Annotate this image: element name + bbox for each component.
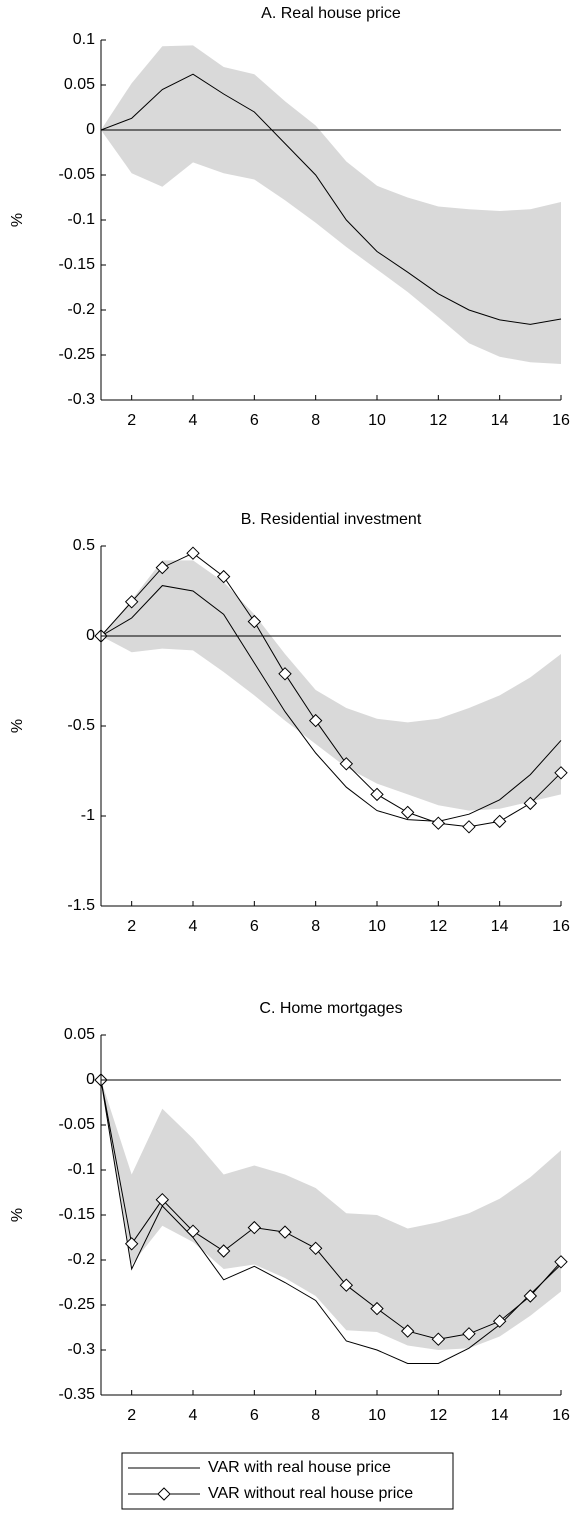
legend-box: [121, 1452, 454, 1510]
y-tick-label: -1: [81, 807, 95, 824]
x-tick-label: 8: [311, 918, 320, 935]
y-tick-label: 0.05: [64, 76, 95, 93]
legend-marker: [157, 1487, 171, 1501]
x-tick-label: 6: [250, 918, 259, 935]
series-line: [100, 552, 562, 828]
marker: [339, 1278, 354, 1292]
marker: [400, 805, 415, 820]
y-tick-label: -0.05: [59, 166, 96, 183]
marker: [523, 1289, 538, 1303]
marker: [216, 569, 231, 584]
marker: [124, 595, 139, 609]
marker: [186, 546, 200, 560]
series-line: [100, 1079, 562, 1340]
x-tick-label: 10: [368, 412, 386, 429]
y-tick-label: -0.15: [59, 256, 96, 273]
x-tick-label: 2: [127, 1407, 136, 1424]
marker: [554, 766, 568, 780]
marker: [247, 614, 262, 629]
marker: [462, 820, 476, 834]
x-tick-label: 2: [127, 918, 136, 935]
confidence-band: [101, 45, 561, 365]
confidence-band: [101, 560, 561, 811]
marker: [431, 816, 446, 830]
legend-label: VAR without real house price: [208, 1485, 413, 1502]
legend-label: VAR with real house price: [208, 1459, 391, 1476]
marker: [554, 1255, 568, 1269]
series-line: [100, 585, 562, 822]
x-tick-label: 2: [127, 412, 136, 429]
x-tick-label: 16: [552, 412, 570, 429]
marker: [308, 713, 323, 728]
y-tick-label: -0.25: [59, 346, 96, 363]
panel-title: C. Home mortgages: [259, 1000, 402, 1017]
marker: [155, 560, 170, 575]
marker: [308, 1241, 323, 1256]
panel-title: B. Residential investment: [241, 511, 422, 528]
x-tick-label: 14: [491, 918, 509, 935]
series-line: [100, 1079, 562, 1364]
x-tick-label: 10: [368, 918, 386, 935]
x-tick-label: 16: [552, 918, 570, 935]
y-tick-label: 0: [86, 627, 95, 644]
y-tick-label: 0: [86, 121, 95, 138]
marker: [278, 667, 292, 681]
marker: [523, 796, 538, 811]
y-tick-label: -0.25: [59, 1296, 96, 1313]
x-tick-label: 14: [491, 412, 509, 429]
y-tick-label: -0.05: [59, 1116, 96, 1133]
x-tick-label: 4: [189, 918, 198, 935]
y-axis-label: %: [9, 719, 26, 733]
y-tick-label: -0.1: [67, 211, 95, 228]
y-tick-label: 0.05: [64, 1026, 95, 1043]
x-tick-label: 12: [429, 918, 447, 935]
y-tick-label: -0.35: [59, 1386, 96, 1403]
x-tick-label: 16: [552, 1407, 570, 1424]
y-tick-label: -0.3: [67, 391, 95, 408]
y-tick-label: -0.2: [67, 301, 95, 318]
x-tick-label: 12: [429, 412, 447, 429]
x-tick-label: 8: [311, 1407, 320, 1424]
marker: [370, 787, 384, 802]
marker: [278, 1225, 292, 1239]
x-tick-label: 6: [250, 1407, 259, 1424]
y-tick-label: -0.1: [67, 1161, 95, 1178]
marker: [186, 1224, 200, 1238]
x-tick-label: 6: [250, 412, 259, 429]
marker: [400, 1324, 415, 1338]
y-tick-label: 0.1: [73, 31, 95, 48]
series-line: [100, 73, 562, 325]
y-tick-label: 0: [86, 1071, 95, 1088]
y-axis-label: %: [9, 213, 26, 227]
y-tick-label: -0.15: [59, 1206, 96, 1223]
marker: [370, 1301, 384, 1316]
marker: [462, 1327, 476, 1341]
x-tick-label: 4: [189, 412, 198, 429]
x-tick-label: 12: [429, 1407, 447, 1424]
marker: [124, 1237, 139, 1251]
x-tick-label: 10: [368, 1407, 386, 1424]
marker: [247, 1220, 262, 1235]
confidence-band: [101, 1080, 561, 1350]
marker: [492, 814, 507, 829]
x-tick-label: 14: [491, 1407, 509, 1424]
marker: [216, 1244, 231, 1258]
marker: [339, 757, 354, 771]
marker: [431, 1332, 446, 1346]
marker: [155, 1192, 170, 1207]
marker: [492, 1314, 507, 1328]
y-tick-label: -0.5: [67, 717, 95, 734]
panel-title: A. Real house price: [261, 5, 401, 22]
x-tick-label: 8: [311, 412, 320, 429]
y-tick-label: 0.5: [73, 537, 95, 554]
y-tick-label: -0.2: [67, 1251, 95, 1268]
x-tick-label: 4: [189, 1407, 198, 1424]
y-tick-label: -0.3: [67, 1341, 95, 1358]
y-axis-label: %: [9, 1208, 26, 1222]
y-tick-label: -1.5: [67, 897, 95, 914]
